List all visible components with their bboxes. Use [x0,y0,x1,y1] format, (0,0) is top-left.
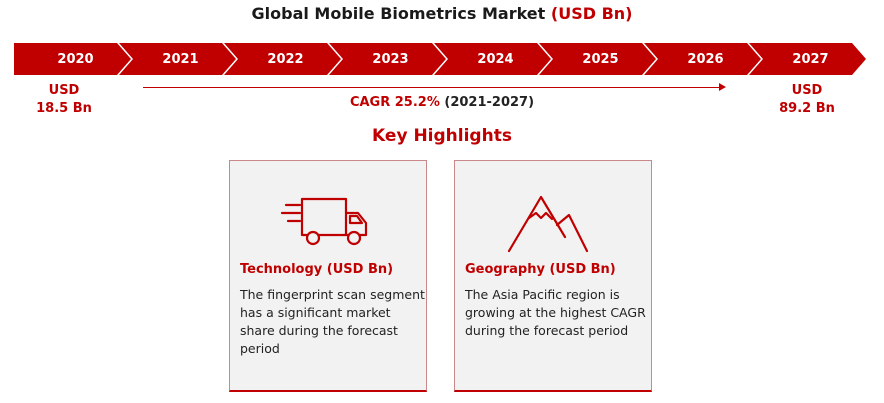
end-value-currency: USD [791,83,823,98]
geography-card: Geography (USD Bn) The Asia Pacific regi… [454,160,652,392]
timeline-year-2026: 2026 [644,43,761,75]
timeline-year-2021: 2021 [119,43,236,75]
geography-card-title: Geography (USD Bn) [465,262,616,277]
technology-card-body: The fingerprint scan segment has a signi… [240,287,425,356]
key-highlights-heading: Key Highlights [372,126,512,146]
end-value: USD 89.2 Bn [762,82,852,118]
title-unit: (USD Bn) [550,4,633,23]
timeline-year-2020: 2020 [14,43,131,75]
geography-card-body: The Asia Pacific region is growing at th… [465,287,646,338]
cagr-label: CAGR 25.2% (2021-2027) [0,95,884,110]
cagr-arrow-line [143,87,721,88]
start-value-amount: 18.5 Bn [36,101,92,116]
technology-card: Technology (USD Bn) The fingerprint scan… [229,160,427,392]
cagr-period: (2021-2027) [444,95,535,110]
timeline-year-2027: 2027 [749,43,866,75]
start-value: USD 18.5 Bn [19,82,109,118]
page-title: Global Mobile Biometrics Market (USD Bn) [0,4,884,23]
year-timeline: 2020 2021 2022 2023 2024 2025 2026 2027 [14,43,866,75]
timeline-year-2025: 2025 [539,43,656,75]
cagr-rate: CAGR 25.2% [349,95,440,110]
title-main: Global Mobile Biometrics Market [251,4,546,23]
end-value-amount: 89.2 Bn [779,101,835,116]
start-value-currency: USD [48,83,80,98]
timeline-year-2023: 2023 [329,43,446,75]
delivery-truck-icon [280,197,368,246]
technology-card-title: Technology (USD Bn) [240,262,394,277]
cagr-arrow-head-icon [719,83,726,91]
mountain-icon [507,195,589,253]
timeline-year-2024: 2024 [434,43,551,75]
timeline-year-2022: 2022 [224,43,341,75]
